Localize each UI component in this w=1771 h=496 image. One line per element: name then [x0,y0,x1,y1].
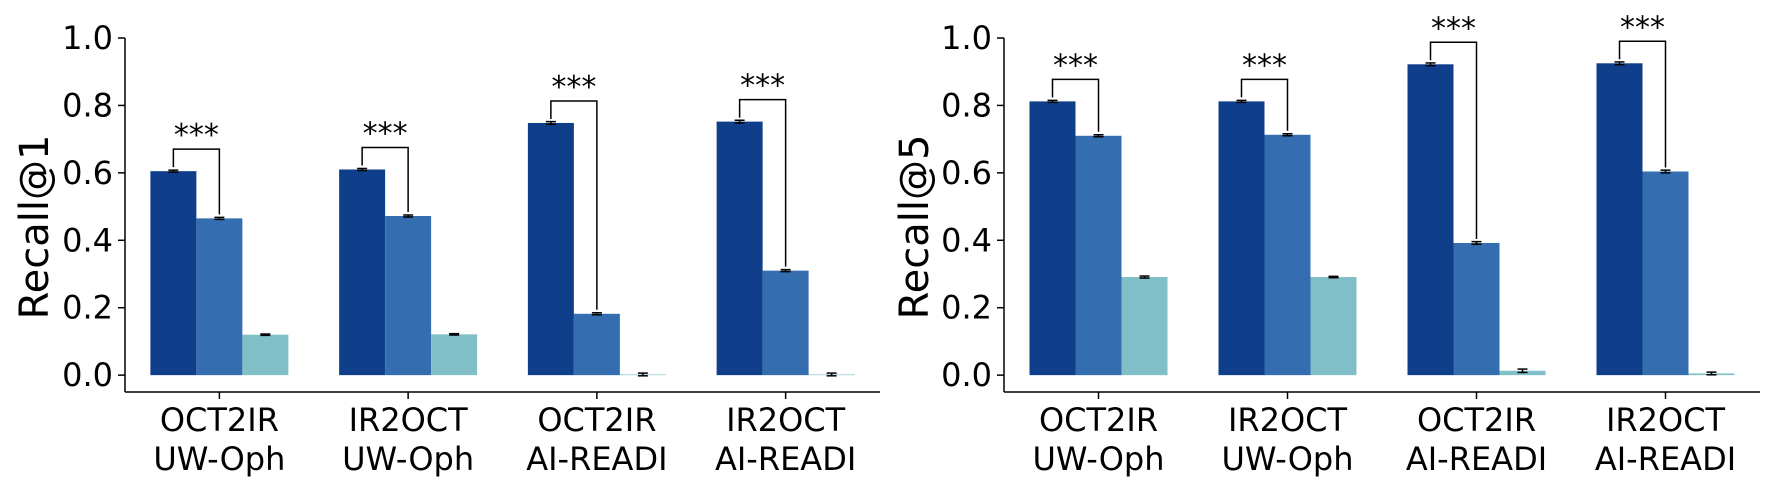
error-bar-series3-cat1 [1139,275,1150,279]
error-bar-series3-cat2 [449,332,460,336]
error-bar-series3-cat2 [1328,275,1339,279]
significance-label-cat1: *** [174,118,219,153]
y-tick-label-5: 1.0 [941,19,992,57]
significance-label-cat4: *** [740,69,785,104]
x-tick-label-cat3-line1: OCT2IR [1417,401,1536,439]
error-bar-series2-cat4 [780,268,791,273]
y-tick-label-3: 0.6 [62,154,113,192]
bar-series2-cat3 [573,313,620,376]
error-bar-series3-cat1 [260,333,271,337]
x-tick-label-cat4-line2: AI-READI [1595,440,1736,478]
bar-series1-cat1 [150,171,197,376]
error-bar-series1-cat1 [168,169,179,173]
y-tick-label-3: 0.6 [941,154,992,192]
x-tick-label-cat3-line2: AI-READI [1406,440,1547,478]
bar-series3-cat2 [431,334,478,376]
error-bar-series1-cat3 [1425,62,1436,67]
error-bar-series3-cat3 [637,372,648,377]
error-bar-series3-cat4 [1706,371,1717,376]
bar-series2-cat1 [196,218,243,376]
significance-label-cat3: *** [1431,11,1476,46]
x-tick-label-cat2-line1: IR2OCT [349,401,469,439]
y-tick-label-4: 0.8 [62,86,113,124]
significance-bracket-cat3 [550,100,598,310]
error-bar-series1-cat2 [1236,99,1247,104]
bar-series2-cat4 [762,270,809,376]
error-bar-series2-cat3 [1471,240,1482,246]
bar-series2-cat3 [1453,242,1500,376]
chart-panel-1: *** ****** ***0.00.20.40.60.81.0OCT2IRUW-O… [12,19,880,478]
error-bar-series3-cat3 [1517,368,1528,374]
bar-series3-cat2 [1310,277,1357,376]
significance-label-cat3: *** [551,70,596,105]
bar-series1-cat2 [1218,101,1265,376]
y-tick-label-2: 0.4 [62,221,113,259]
error-bar-series2-cat2 [1282,132,1293,137]
error-bar-series2-cat1 [1093,134,1104,138]
y-tick-label-0: 0.0 [941,356,992,394]
x-tick-label-cat2-line2: UW-Oph [342,440,474,478]
significance-label-cat2: *** [363,116,408,151]
significance-bracket-cat3 [1429,41,1478,239]
error-bar-series2-cat2 [403,214,414,218]
bar-series1-cat2 [339,169,386,376]
y-tick-label-1: 0.2 [62,289,113,327]
significance-label-cat4: *** [1620,10,1665,45]
bar-series2-cat2 [1264,134,1311,376]
error-bar-series2-cat1 [214,216,225,221]
error-bar-series1-cat3 [545,120,556,126]
bar-series2-cat2 [385,216,432,376]
significance-bracket-cat2 [1240,78,1289,131]
bar-series1-cat4 [716,121,763,376]
x-tick-label-cat1-line2: UW-Oph [153,440,285,478]
x-tick-label-cat3-line1: OCT2IR [537,401,656,439]
error-bar-series3-cat4 [826,372,837,377]
significance-bracket-cat2 [361,146,409,213]
bar-series3-cat1 [242,334,289,376]
x-tick-label-cat2-line2: UW-Oph [1222,440,1354,478]
bar-series2-cat4 [1642,171,1689,376]
significance-bracket-cat1 [172,148,221,215]
error-bar-series2-cat4 [1660,169,1671,174]
significance-bracket-cat4 [738,98,787,267]
y-tick-label-5: 1.0 [62,19,113,57]
significance-label-cat1: *** [1053,48,1098,83]
y-tick-label-2: 0.4 [941,221,992,259]
y-axis-label: Recall@1 [12,135,58,320]
x-tick-label-cat3-line2: AI-READI [526,440,667,478]
significance-bracket-cat4 [1618,40,1667,168]
bar-series1-cat3 [1407,64,1454,376]
x-tick-label-cat2-line1: IR2OCT [1228,401,1348,439]
error-bar-series1-cat2 [357,167,368,172]
error-bar-series2-cat3 [591,312,602,316]
significance-label-cat2: *** [1242,48,1287,83]
x-tick-label-cat4-line2: AI-READI [715,440,856,478]
significance-bracket-cat1 [1051,78,1100,132]
y-tick-label-1: 0.2 [941,289,992,327]
error-bar-series1-cat4 [734,119,745,124]
y-tick-label-0: 0.0 [62,356,113,394]
bar-series1-cat1 [1029,101,1076,376]
x-tick-label-cat1-line1: OCT2IR [160,401,279,439]
bar-series2-cat1 [1075,135,1122,376]
bar-series1-cat3 [527,122,574,376]
x-tick-label-cat4-line1: IR2OCT [726,401,846,439]
y-axis-label: Recall@5 [892,135,938,320]
chart-panel-2: *** ****** ***0.00.20.40.60.81.0OCT2IRUW-O… [892,10,1760,478]
y-tick-label-4: 0.8 [941,86,992,124]
bar-series3-cat1 [1121,277,1168,376]
error-bar-series1-cat1 [1047,99,1058,104]
bar-series1-cat4 [1596,63,1643,376]
x-tick-label-cat4-line1: IR2OCT [1606,401,1726,439]
x-tick-label-cat1-line1: OCT2IR [1039,401,1158,439]
x-tick-label-cat1-line2: UW-Oph [1033,440,1165,478]
error-bar-series1-cat4 [1614,61,1625,66]
